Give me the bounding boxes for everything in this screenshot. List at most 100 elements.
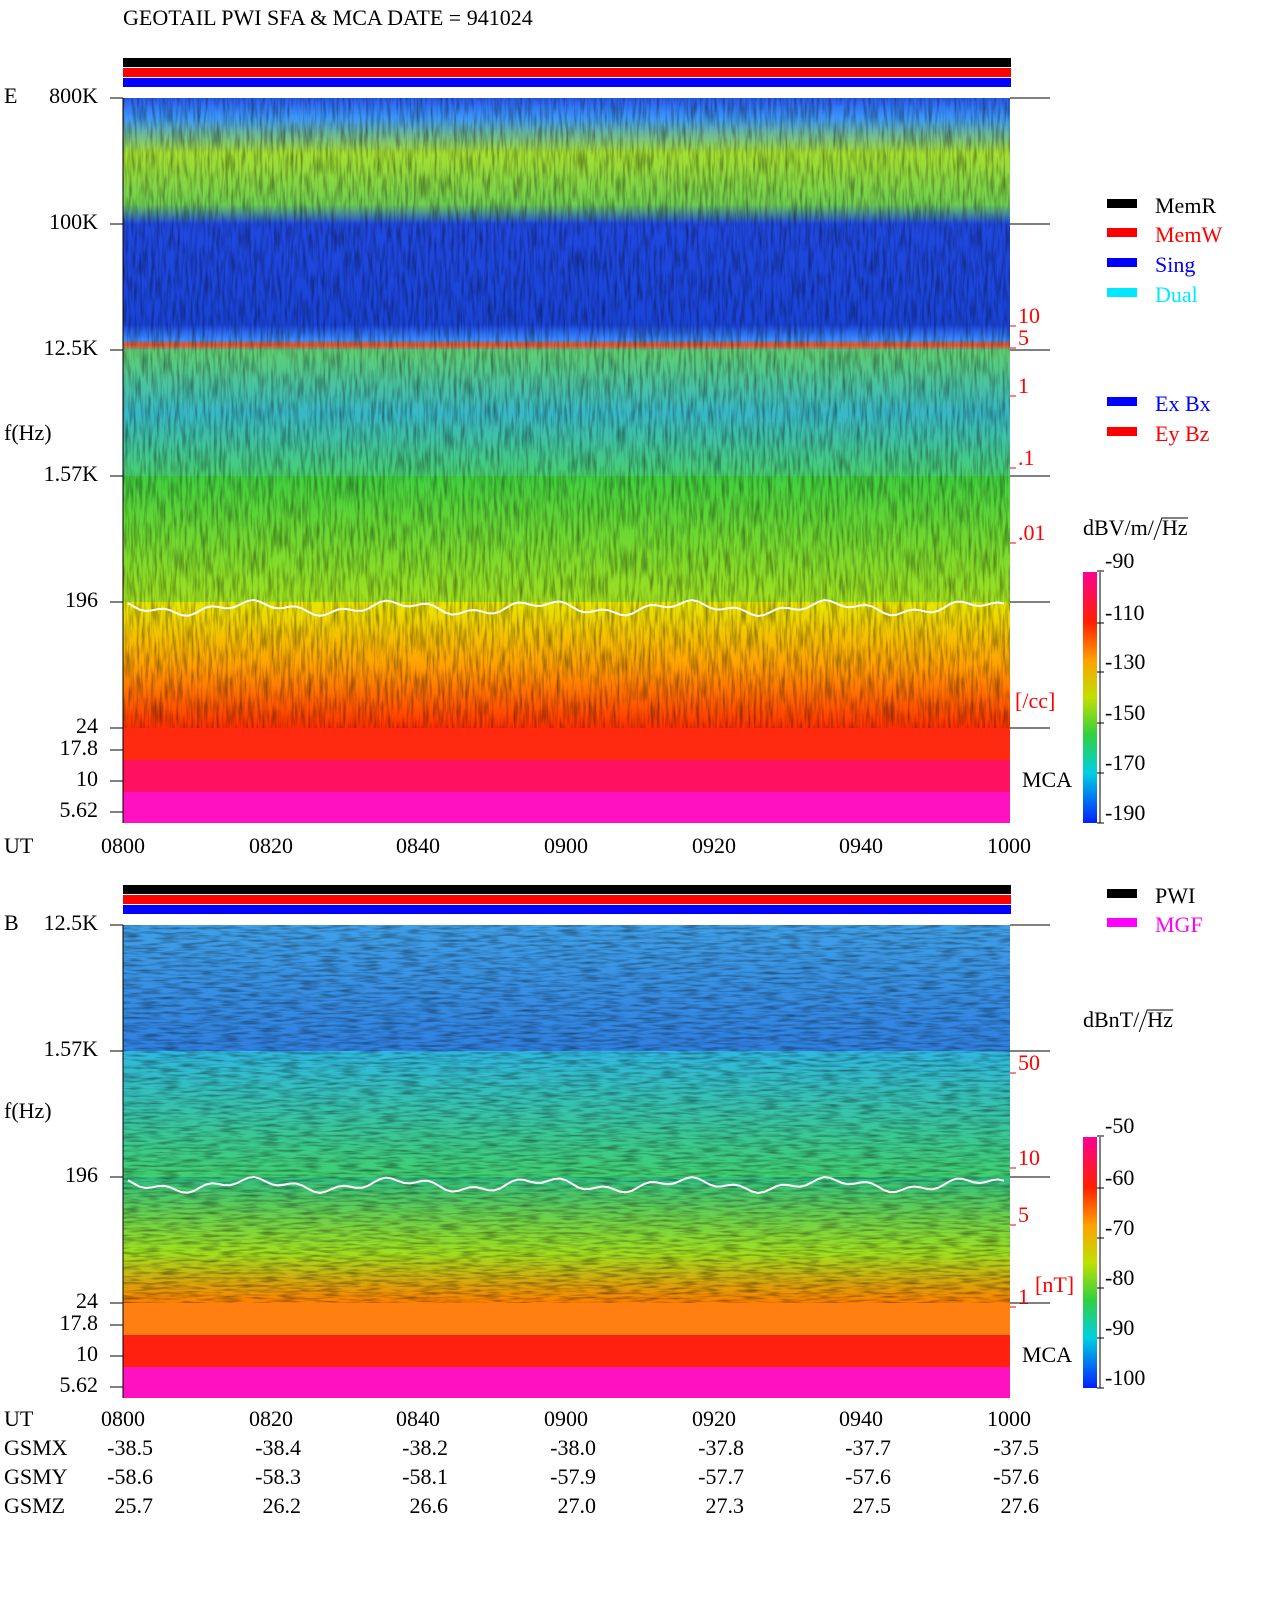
root-sign bbox=[1153, 517, 1188, 541]
y-tick-label: 10 bbox=[76, 1341, 98, 1366]
orbit-value: -58.3 bbox=[255, 1464, 301, 1489]
orbit-value: -37.7 bbox=[845, 1435, 891, 1460]
x-tick-label: 0940 bbox=[839, 1406, 883, 1431]
y-axis-label: f(Hz) bbox=[4, 1098, 52, 1123]
legend-label: Dual bbox=[1155, 282, 1198, 307]
density-tick-label: 1 bbox=[1018, 373, 1029, 398]
spectrogram-texture bbox=[123, 602, 1010, 728]
legend-swatch bbox=[1107, 918, 1137, 927]
colorbar-tick-label: -70 bbox=[1105, 1215, 1134, 1240]
orbit-value: 27.5 bbox=[853, 1493, 892, 1518]
orbit-value: -37.5 bbox=[993, 1435, 1039, 1460]
mca-label: MCA bbox=[1022, 1342, 1072, 1367]
colorbar-unit-root: Hz bbox=[1147, 1007, 1173, 1032]
y-tick-label: 12.5K bbox=[44, 910, 99, 935]
y-tick-label: 1.57K bbox=[44, 461, 99, 486]
cyclotron-trace bbox=[127, 598, 1005, 618]
orbit-value: 26.2 bbox=[263, 1493, 302, 1518]
x-tick-label: 0800 bbox=[101, 833, 145, 858]
x-tick-label: 0900 bbox=[544, 833, 588, 858]
orbit-value: -57.7 bbox=[698, 1464, 744, 1489]
x-tick-label: 1000 bbox=[987, 833, 1031, 858]
status-bar bbox=[123, 78, 1011, 87]
y-tick-label: 800K bbox=[49, 83, 98, 108]
status-bar bbox=[123, 885, 1011, 894]
colorbar-unit: dBnT/ bbox=[1083, 1007, 1140, 1032]
orbit-value: -57.9 bbox=[550, 1464, 596, 1489]
density-tick-label: .1 bbox=[1018, 445, 1035, 470]
cyclotron-trace bbox=[127, 1175, 1005, 1195]
density-tick-label: 10 bbox=[1018, 1145, 1040, 1170]
colorbar-unit-root: Hz bbox=[1162, 515, 1188, 540]
colorbar-tick-label: -100 bbox=[1105, 1365, 1145, 1390]
orbit-value: 27.6 bbox=[1001, 1493, 1040, 1518]
x-tick-label: 0840 bbox=[396, 1406, 440, 1431]
orbit-value: 26.6 bbox=[410, 1493, 449, 1518]
orbit-value: -58.1 bbox=[402, 1464, 448, 1489]
legend-swatch bbox=[1107, 397, 1137, 406]
colorbar-tick-label: -90 bbox=[1105, 548, 1134, 573]
spectrogram-band bbox=[123, 728, 1010, 760]
orbit-row-label: GSMY bbox=[4, 1464, 68, 1489]
colorbar-tick-label: -90 bbox=[1105, 1315, 1134, 1340]
density-unit: [/cc] bbox=[1015, 688, 1055, 713]
legend-swatch bbox=[1107, 427, 1137, 436]
spectrogram-texture bbox=[123, 476, 1010, 602]
density-tick-label: 50 bbox=[1018, 1050, 1040, 1075]
orbit-value: -57.6 bbox=[993, 1464, 1039, 1489]
legend-swatch bbox=[1107, 889, 1137, 898]
spectrogram-band bbox=[123, 1335, 1010, 1367]
y-tick-label: 10 bbox=[76, 766, 98, 791]
colorbar-tick-label: -60 bbox=[1105, 1165, 1134, 1190]
density-tick-label: 5 bbox=[1018, 1202, 1029, 1227]
x-tick-label: 0840 bbox=[396, 833, 440, 858]
orbit-row-label: GSMZ bbox=[4, 1493, 65, 1518]
colorbar-tick-label: -190 bbox=[1105, 800, 1145, 825]
x-tick-label: 0800 bbox=[101, 1406, 145, 1431]
orbit-value: -37.8 bbox=[698, 1435, 744, 1460]
orbit-value: -38.5 bbox=[107, 1435, 153, 1460]
legend-label: MemR bbox=[1155, 193, 1216, 218]
x-tick-label: 0820 bbox=[249, 1406, 293, 1431]
x-tick-label: 0920 bbox=[692, 833, 736, 858]
y-axis-label: f(Hz) bbox=[4, 420, 52, 445]
y-tick-label: 17.8 bbox=[60, 735, 99, 760]
spectrogram-band bbox=[123, 760, 1010, 792]
colorbar-tick-label: -80 bbox=[1105, 1265, 1134, 1290]
panel-label: E bbox=[4, 83, 17, 108]
legend-swatch bbox=[1107, 258, 1137, 267]
orbit-value: 25.7 bbox=[115, 1493, 154, 1518]
colorbar-tick-label: -50 bbox=[1105, 1113, 1134, 1138]
x-axis-label: UT bbox=[4, 1406, 34, 1431]
legend-label: Sing bbox=[1155, 252, 1195, 277]
orbit-value: -38.4 bbox=[255, 1435, 301, 1460]
legend-label: PWI bbox=[1155, 883, 1195, 908]
orbit-value: 27.0 bbox=[558, 1493, 597, 1518]
density-tick-label: 10 bbox=[1018, 303, 1040, 328]
colorbar-tick-label: -130 bbox=[1105, 649, 1145, 674]
colorbar-tick-label: -110 bbox=[1105, 600, 1145, 625]
y-tick-label: 100K bbox=[49, 209, 98, 234]
density-tick-label: 1 bbox=[1018, 1284, 1029, 1309]
status-bar bbox=[123, 58, 1011, 67]
orbit-row-label: GSMX bbox=[4, 1435, 68, 1460]
orbit-value: -57.6 bbox=[845, 1464, 891, 1489]
colorbar bbox=[1083, 1137, 1097, 1388]
orbit-value: 27.3 bbox=[706, 1493, 745, 1518]
legend-swatch bbox=[1107, 228, 1137, 237]
y-tick-label: 196 bbox=[65, 587, 98, 612]
x-axis-label: UT bbox=[4, 833, 34, 858]
legend-swatch bbox=[1107, 288, 1137, 297]
y-tick-label: 24 bbox=[76, 713, 98, 738]
x-tick-label: 0940 bbox=[839, 833, 883, 858]
density-unit: [nT] bbox=[1035, 1272, 1074, 1297]
colorbar bbox=[1083, 572, 1097, 823]
x-tick-label: 0900 bbox=[544, 1406, 588, 1431]
spectrogram-band bbox=[123, 1303, 1010, 1335]
spectrogram-texture bbox=[123, 925, 1010, 1051]
x-tick-label: 0820 bbox=[249, 833, 293, 858]
orbit-value: -58.6 bbox=[107, 1464, 153, 1489]
legend-label: MemW bbox=[1155, 222, 1222, 247]
orbit-value: -38.0 bbox=[550, 1435, 596, 1460]
